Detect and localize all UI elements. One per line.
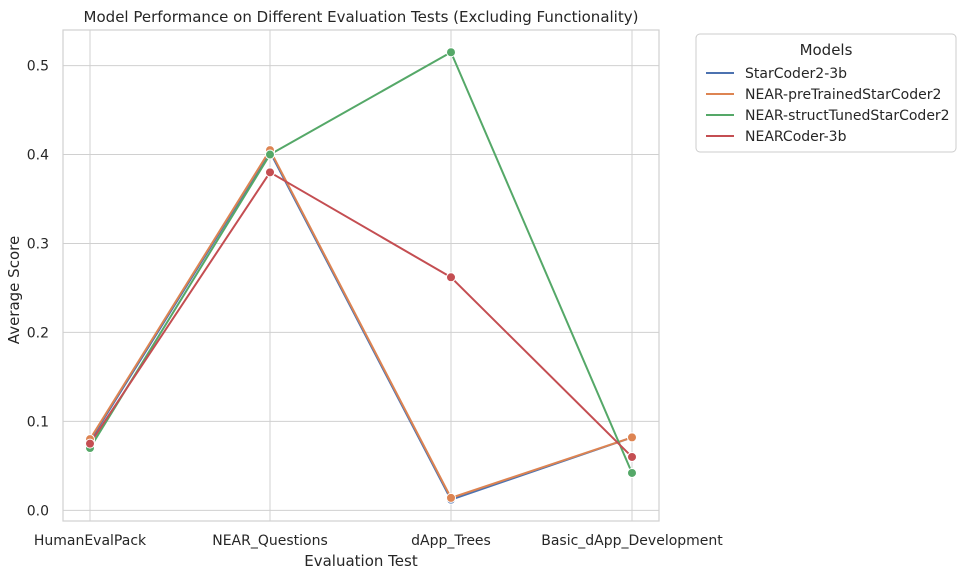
data-point <box>265 167 275 178</box>
chart-title: Model Performance on Different Evaluatio… <box>84 8 639 26</box>
plot-frame <box>62 29 660 522</box>
legend-entry-label: StarCoder2-3b <box>745 66 847 82</box>
y-tick-label: 0.2 <box>27 325 49 341</box>
x-tick-label: NEAR_Questions <box>212 533 328 549</box>
legend-title: Models <box>800 41 853 59</box>
legend-entry-label: NEAR-preTrainedStarCoder2 <box>745 87 941 103</box>
y-tick-label: 0.1 <box>27 414 49 430</box>
legend-box <box>695 33 957 153</box>
y-tick-label: 0.0 <box>27 503 49 519</box>
series-line <box>89 149 633 499</box>
y-tick-label: 0.3 <box>27 236 49 252</box>
y-tick-label: 0.4 <box>27 148 49 164</box>
series-lines <box>89 51 633 501</box>
data-point <box>85 438 95 449</box>
series-line <box>89 51 633 474</box>
x-tick-label: Basic_dApp_Development <box>541 533 723 549</box>
data-point <box>627 451 637 462</box>
legend-entry-label: NEAR-structTunedStarCoder2 <box>745 108 950 124</box>
x-tick-label: dApp_Trees <box>411 533 491 549</box>
legend: Models StarCoder2-3b NEAR-preTrainedStarC… <box>695 33 957 153</box>
x-tick-labels: HumanEvalPack NEAR_Questions dApp_Trees Bas… <box>34 533 723 549</box>
x-tick-label: HumanEvalPack <box>34 533 147 549</box>
y-tick-labels: 0.0 0.1 0.2 0.3 0.4 0.5 <box>27 59 49 520</box>
data-point <box>627 467 637 478</box>
y-axis-label: Average Score <box>5 236 23 344</box>
data-point <box>446 47 456 58</box>
data-point <box>446 272 456 283</box>
legend-entry-label: NEARCoder-3b <box>745 129 847 145</box>
series-line <box>89 171 633 458</box>
data-point <box>627 432 637 443</box>
x-axis-label: Evaluation Test <box>304 552 418 570</box>
y-tick-label: 0.5 <box>27 59 49 75</box>
data-point <box>446 492 456 503</box>
series-points <box>85 47 637 505</box>
legend-items: StarCoder2-3b NEAR-preTrainedStarCoder2 NE… <box>706 66 950 145</box>
data-point <box>265 149 275 160</box>
